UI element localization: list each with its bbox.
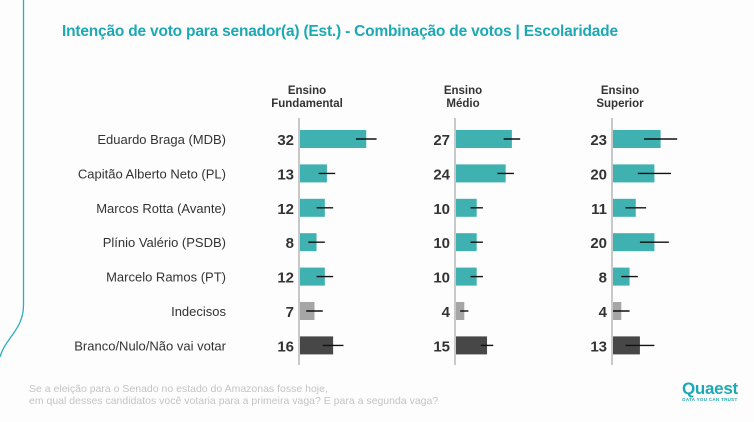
series-header: Médio xyxy=(446,98,479,110)
survey-question-line-1: Se a eleição para o Senado no estado do … xyxy=(29,383,328,395)
data-label: 10 xyxy=(433,201,450,218)
data-label: 12 xyxy=(277,270,294,287)
series-header: Superior xyxy=(596,98,644,110)
data-label: 27 xyxy=(433,132,450,149)
survey-question: Se a eleição para o Senado no estado do … xyxy=(29,383,438,407)
data-label: 20 xyxy=(590,166,607,183)
data-label: 24 xyxy=(433,166,450,183)
left-accent-line xyxy=(0,0,25,358)
category-label: Eduardo Braga (MDB) xyxy=(97,132,226,147)
bar xyxy=(613,198,636,217)
bar xyxy=(456,130,512,148)
data-label: 8 xyxy=(286,235,294,252)
data-label: 10 xyxy=(433,235,450,252)
bar xyxy=(456,198,477,217)
data-label: 11 xyxy=(591,201,607,218)
bar xyxy=(613,130,661,148)
data-label: 12 xyxy=(277,201,294,218)
data-label: 20 xyxy=(590,235,607,252)
series-header: Ensino xyxy=(444,85,482,97)
data-label: 10 xyxy=(433,270,450,287)
bar xyxy=(300,198,325,217)
series-header: Ensino xyxy=(288,85,326,97)
category-label: Capitão Alberto Neto (PL) xyxy=(78,166,226,181)
category-label: Marcos Rotta (Avante) xyxy=(96,201,226,216)
category-label: Indecisos xyxy=(171,304,226,319)
data-label: 32 xyxy=(277,132,294,149)
data-label: 13 xyxy=(590,338,607,355)
page-title: Intenção de voto para senador(a) (Est.) … xyxy=(62,23,618,40)
bar xyxy=(300,267,325,286)
category-label: Branco/Nulo/Não vai votar xyxy=(74,338,226,353)
quaest-logo: Quaest DATA YOU CAN TRUST xyxy=(682,379,738,402)
category-label: Plínio Valério (PSDB) xyxy=(103,235,226,250)
bar xyxy=(613,164,655,183)
bar xyxy=(613,233,655,252)
data-label: 8 xyxy=(599,270,607,287)
bar xyxy=(456,267,477,286)
data-label: 16 xyxy=(277,338,294,355)
data-label: 15 xyxy=(433,338,450,355)
data-label: 4 xyxy=(599,304,608,321)
data-label: 7 xyxy=(286,304,294,321)
bar xyxy=(456,336,488,355)
category-label: Marcelo Ramos (PT) xyxy=(106,270,226,285)
logo-tagline: DATA YOU CAN TRUST xyxy=(682,397,738,402)
bar xyxy=(456,164,506,183)
series-header: Fundamental xyxy=(271,98,343,110)
bar xyxy=(300,336,334,355)
bar xyxy=(456,233,477,252)
data-label: 4 xyxy=(442,304,451,321)
data-label: 13 xyxy=(277,166,294,183)
data-label: 23 xyxy=(590,132,607,149)
series-header: Ensino xyxy=(601,85,639,97)
bar xyxy=(300,164,327,183)
bar xyxy=(300,130,367,148)
survey-question-line-2: em qual desses candidatos você votaria p… xyxy=(29,395,439,407)
logo-wordmark: Quaest xyxy=(682,379,738,398)
